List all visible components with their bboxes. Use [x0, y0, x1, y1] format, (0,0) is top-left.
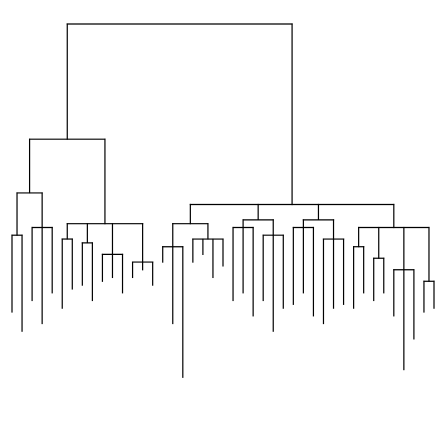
dendrogram-svg [11, 23, 435, 378]
dendrogram-canvas [11, 23, 435, 378]
